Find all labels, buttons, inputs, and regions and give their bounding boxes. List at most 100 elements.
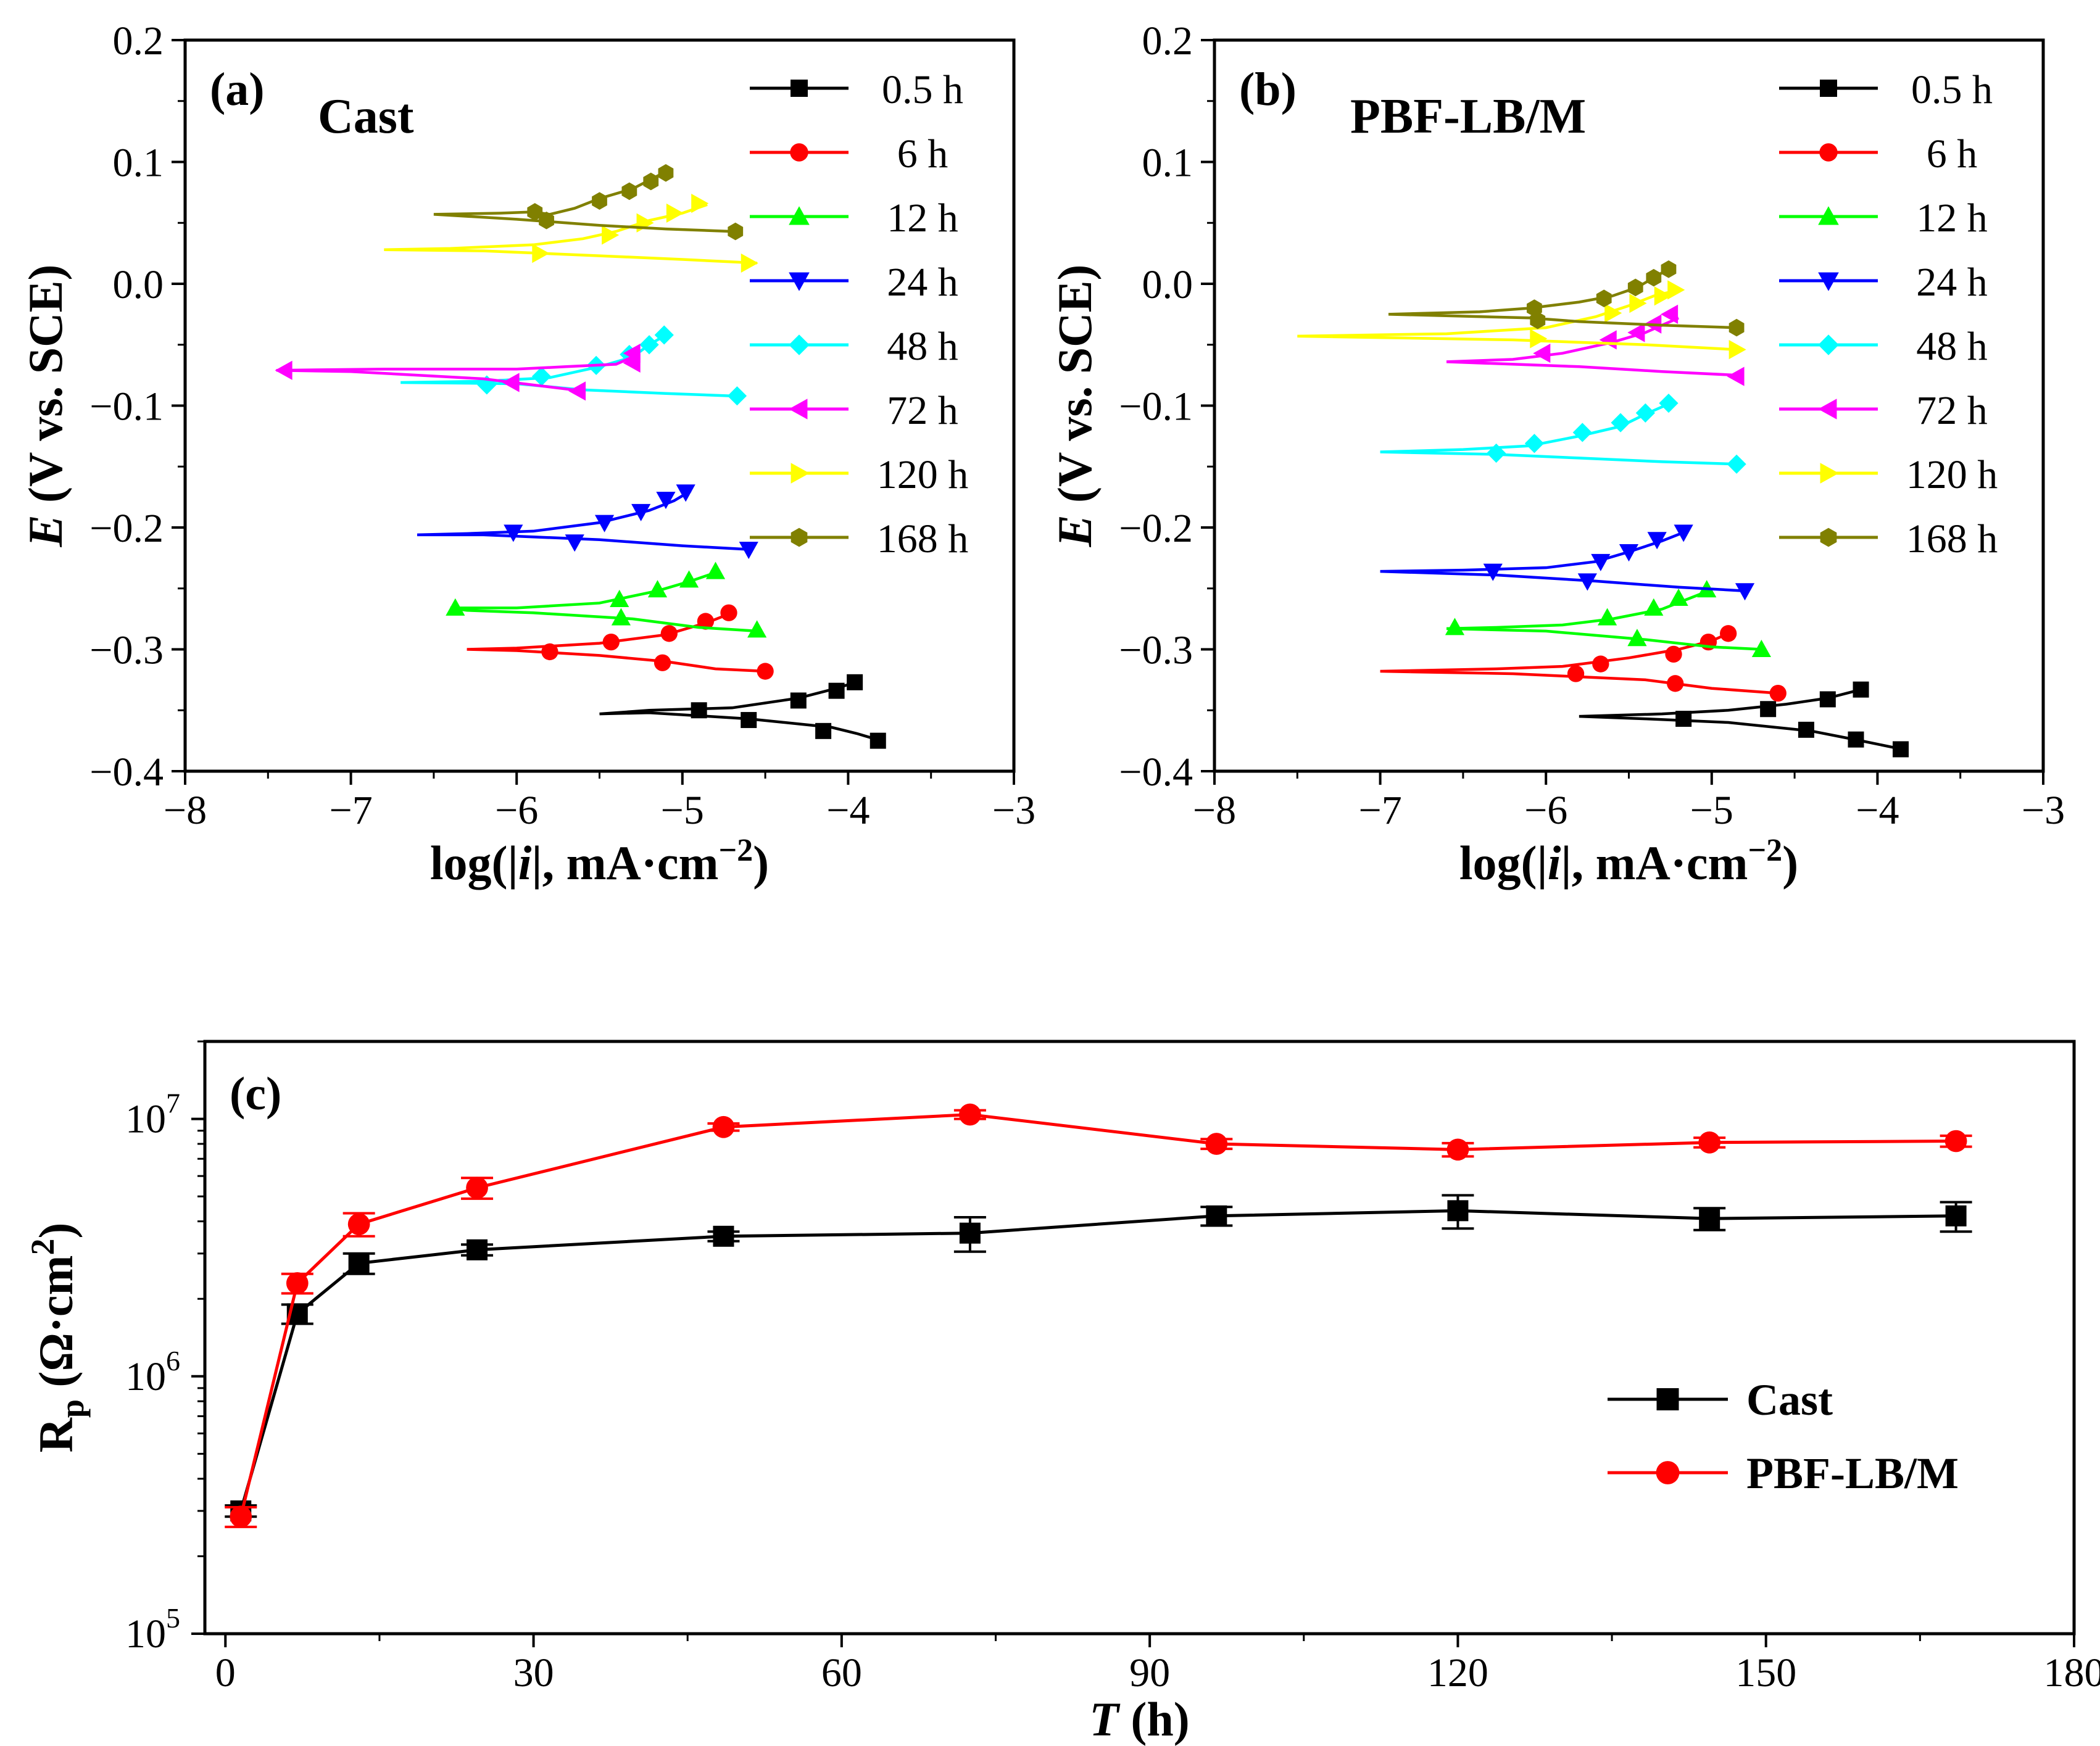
y-tick-label: 0.2: [1142, 19, 1193, 64]
data-point: [1675, 711, 1692, 727]
y-tick-label: 0.2: [113, 19, 164, 64]
x-tick-label: 150: [1735, 1650, 1796, 1695]
y-axis-title: Rp (Ω·cm2): [24, 1223, 91, 1453]
data-point: [643, 172, 659, 191]
series-0.5h: [1579, 681, 1909, 758]
series-24h: [417, 484, 758, 560]
panel-b: −8 −7 −6 −5 −4 −3 −0.4 −0.3 −0.2 −0.1 0.0 0.1 0.2 log…: [1048, 19, 2065, 890]
y-tick-label: −0.4: [1119, 750, 1193, 795]
legend: Cast PBF-LB/M: [1608, 1375, 1959, 1498]
legend-marker: [1820, 528, 1837, 547]
series-line: [1380, 632, 1778, 695]
data-point: [1530, 329, 1548, 349]
series-line: [239, 1209, 1956, 1512]
x-tick-label: −8: [164, 788, 207, 833]
data-point: [1604, 303, 1622, 323]
y-tick-exponent: 6: [166, 1345, 180, 1376]
legend-marker: [791, 528, 808, 547]
y-tick-base: 10: [125, 1097, 166, 1142]
data-point: [631, 503, 651, 521]
legend-label: 24 h: [887, 260, 958, 305]
legend-marker: [1656, 1461, 1680, 1484]
data-point: [1798, 721, 1814, 738]
data-point: [828, 682, 845, 699]
data-point: [1667, 280, 1685, 300]
series-line: [239, 1112, 1956, 1517]
data-point: [1644, 598, 1664, 616]
y-tick-label: 0.0: [113, 262, 164, 307]
data-point: [691, 702, 707, 719]
x-tick-label: −4: [1856, 788, 1899, 833]
data-point: [1487, 443, 1506, 463]
x-tick-label: −3: [992, 788, 1035, 833]
legend-label: 0.5 h: [1911, 67, 1993, 112]
data-point: [502, 373, 520, 392]
data-point: [348, 1252, 370, 1274]
x-tick-label: 60: [821, 1650, 862, 1695]
data-point: [286, 1272, 309, 1294]
data-point: [1661, 304, 1679, 324]
x-tick-label: −5: [1690, 788, 1733, 833]
data-point: [527, 203, 543, 221]
legend-marker: [790, 143, 808, 162]
data-point: [504, 524, 523, 542]
data-point: [720, 604, 737, 621]
data-point: [467, 1239, 488, 1260]
data-point: [647, 580, 668, 598]
data-point: [1945, 1205, 1967, 1227]
legend-label: 48 h: [887, 324, 958, 369]
data-point: [728, 222, 744, 241]
data-point: [654, 325, 674, 345]
data-point: [611, 608, 631, 626]
x-tick-label: −5: [661, 788, 704, 833]
data-point: [656, 492, 676, 510]
legend-label: 12 h: [1916, 196, 1988, 241]
x-tick-label: 120: [1427, 1650, 1488, 1695]
data-point: [658, 163, 674, 182]
x-tick-label: −6: [1524, 788, 1567, 833]
x-tick-label: −4: [826, 788, 869, 833]
data-point: [1206, 1205, 1227, 1227]
x-tick-label: 180: [2044, 1650, 2100, 1695]
legend-marker: [1818, 334, 1839, 355]
y-tick-label: 0.0: [1142, 262, 1193, 307]
data-point: [623, 343, 641, 363]
data-point: [1527, 299, 1542, 317]
series-120h: [1297, 280, 1746, 360]
legend-label: 24 h: [1916, 260, 1988, 305]
x-tick-label: −7: [329, 788, 372, 833]
data-point: [1699, 1208, 1720, 1230]
y-tick-label: −0.2: [1119, 506, 1193, 551]
data-point: [1853, 681, 1869, 698]
data-point: [1205, 1133, 1228, 1155]
data-point: [747, 620, 767, 638]
panel-label: (b): [1239, 64, 1297, 115]
legend-label: 168 h: [1906, 516, 1998, 561]
data-point: [636, 213, 654, 233]
data-point: [727, 386, 747, 406]
panel-title: PBF-LB/M: [1350, 89, 1586, 144]
y-tick-label: −0.1: [89, 384, 164, 429]
data-point: [1729, 318, 1745, 337]
data-point: [639, 335, 659, 355]
data-point: [790, 692, 807, 709]
legend-label: 0.5 h: [882, 67, 963, 112]
panel-label: (c): [230, 1068, 281, 1120]
y-tick-label: 0.1: [113, 141, 164, 186]
y-tick-label: 107: [125, 1088, 180, 1142]
data-point: [1524, 434, 1544, 453]
data-point: [275, 360, 293, 380]
y-tick-exponent: 7: [166, 1088, 180, 1119]
panel-a: −8 −7 −6 −5 −4 −3 −0.4 −0.3 −0.2 −0.1 0.0 0.1 0.2 log…: [19, 19, 1035, 890]
series-168h: [433, 163, 744, 241]
data-point: [594, 515, 615, 532]
data-point: [1533, 343, 1551, 363]
legend-marker: [1656, 1388, 1679, 1410]
data-point: [741, 712, 757, 729]
data-point: [531, 366, 552, 386]
x-tick-label: 0: [215, 1650, 236, 1695]
data-point: [697, 613, 715, 630]
legend-marker: [1818, 206, 1839, 225]
series-line: [417, 489, 749, 551]
